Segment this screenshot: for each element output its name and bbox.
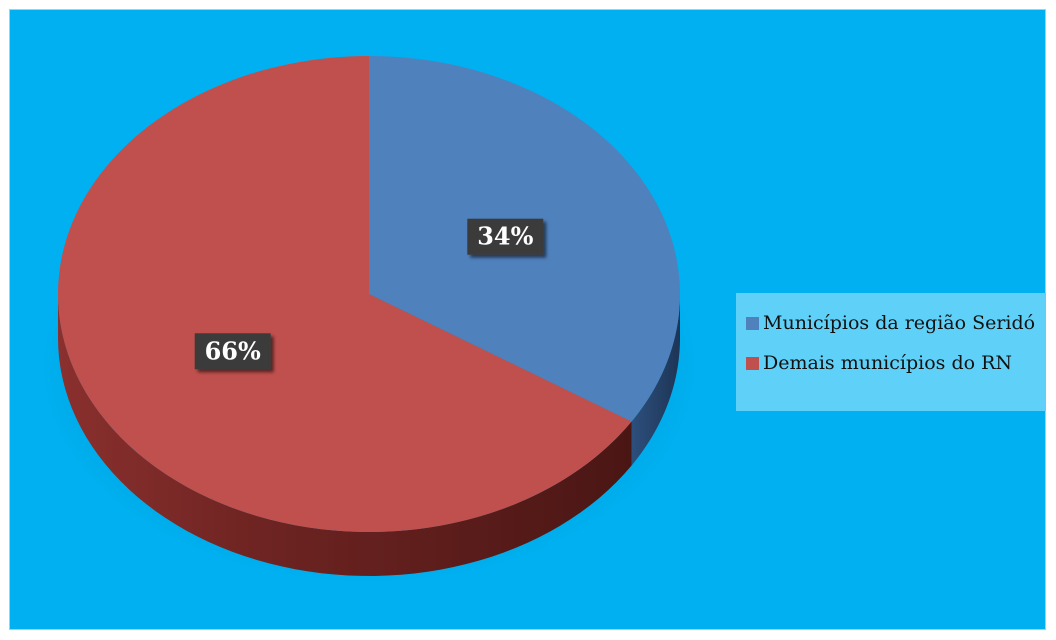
legend-label: Municípios da região Seridó bbox=[763, 312, 1036, 334]
legend-item-demais: Demais municípios do RN bbox=[746, 347, 1046, 379]
data-label-bg bbox=[194, 333, 271, 370]
legend-swatch-blue bbox=[746, 316, 759, 330]
pie-chart: 34% 66% bbox=[40, 56, 698, 584]
chart-area: 34% 66% Municípios da região Seridó Demai… bbox=[9, 9, 1046, 630]
legend-label: Demais municípios do RN bbox=[763, 352, 1013, 374]
pie-side-0 bbox=[631, 294, 680, 466]
data-label-text: 34% bbox=[477, 222, 533, 251]
pie-slice-1 bbox=[58, 56, 632, 532]
data-label-1: 66% bbox=[194, 333, 271, 370]
legend-swatch-red bbox=[746, 356, 759, 370]
legend: Municípios da região Seridó Demais munic… bbox=[736, 293, 1046, 411]
legend-item-serido: Municípios da região Seridó bbox=[746, 307, 1046, 339]
data-label-text: 66% bbox=[205, 336, 261, 365]
data-label-bg bbox=[467, 218, 544, 255]
pie-side-1 bbox=[58, 294, 632, 576]
data-label-0: 34% bbox=[467, 218, 544, 255]
